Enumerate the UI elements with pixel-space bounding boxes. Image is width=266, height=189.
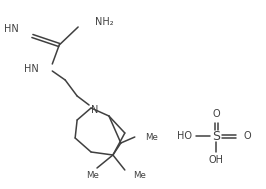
Text: HN: HN — [4, 24, 18, 34]
Text: NH₂: NH₂ — [95, 17, 114, 27]
Text: Me: Me — [133, 171, 146, 180]
Text: OH: OH — [209, 155, 224, 165]
Text: N: N — [91, 105, 99, 115]
Text: O: O — [213, 109, 220, 119]
Text: Me: Me — [145, 132, 157, 142]
Text: S: S — [212, 129, 220, 143]
Text: Me: Me — [87, 170, 99, 180]
Text: HO: HO — [177, 131, 192, 141]
Text: O: O — [243, 131, 251, 141]
Text: HN: HN — [24, 64, 38, 74]
